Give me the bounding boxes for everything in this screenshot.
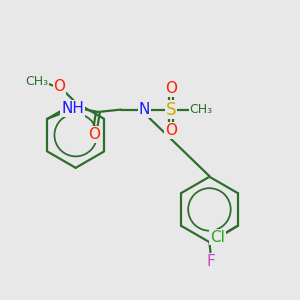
Text: CH₃: CH₃ [25,74,48,88]
Text: NH: NH [61,101,84,116]
Text: O: O [165,81,177,96]
Text: O: O [88,127,100,142]
Text: S: S [166,100,176,118]
Text: N: N [139,102,150,117]
Text: CH₃: CH₃ [189,103,212,116]
Text: F: F [207,254,215,269]
Text: O: O [53,80,65,94]
Text: O: O [165,123,177,138]
Text: Cl: Cl [210,230,225,244]
